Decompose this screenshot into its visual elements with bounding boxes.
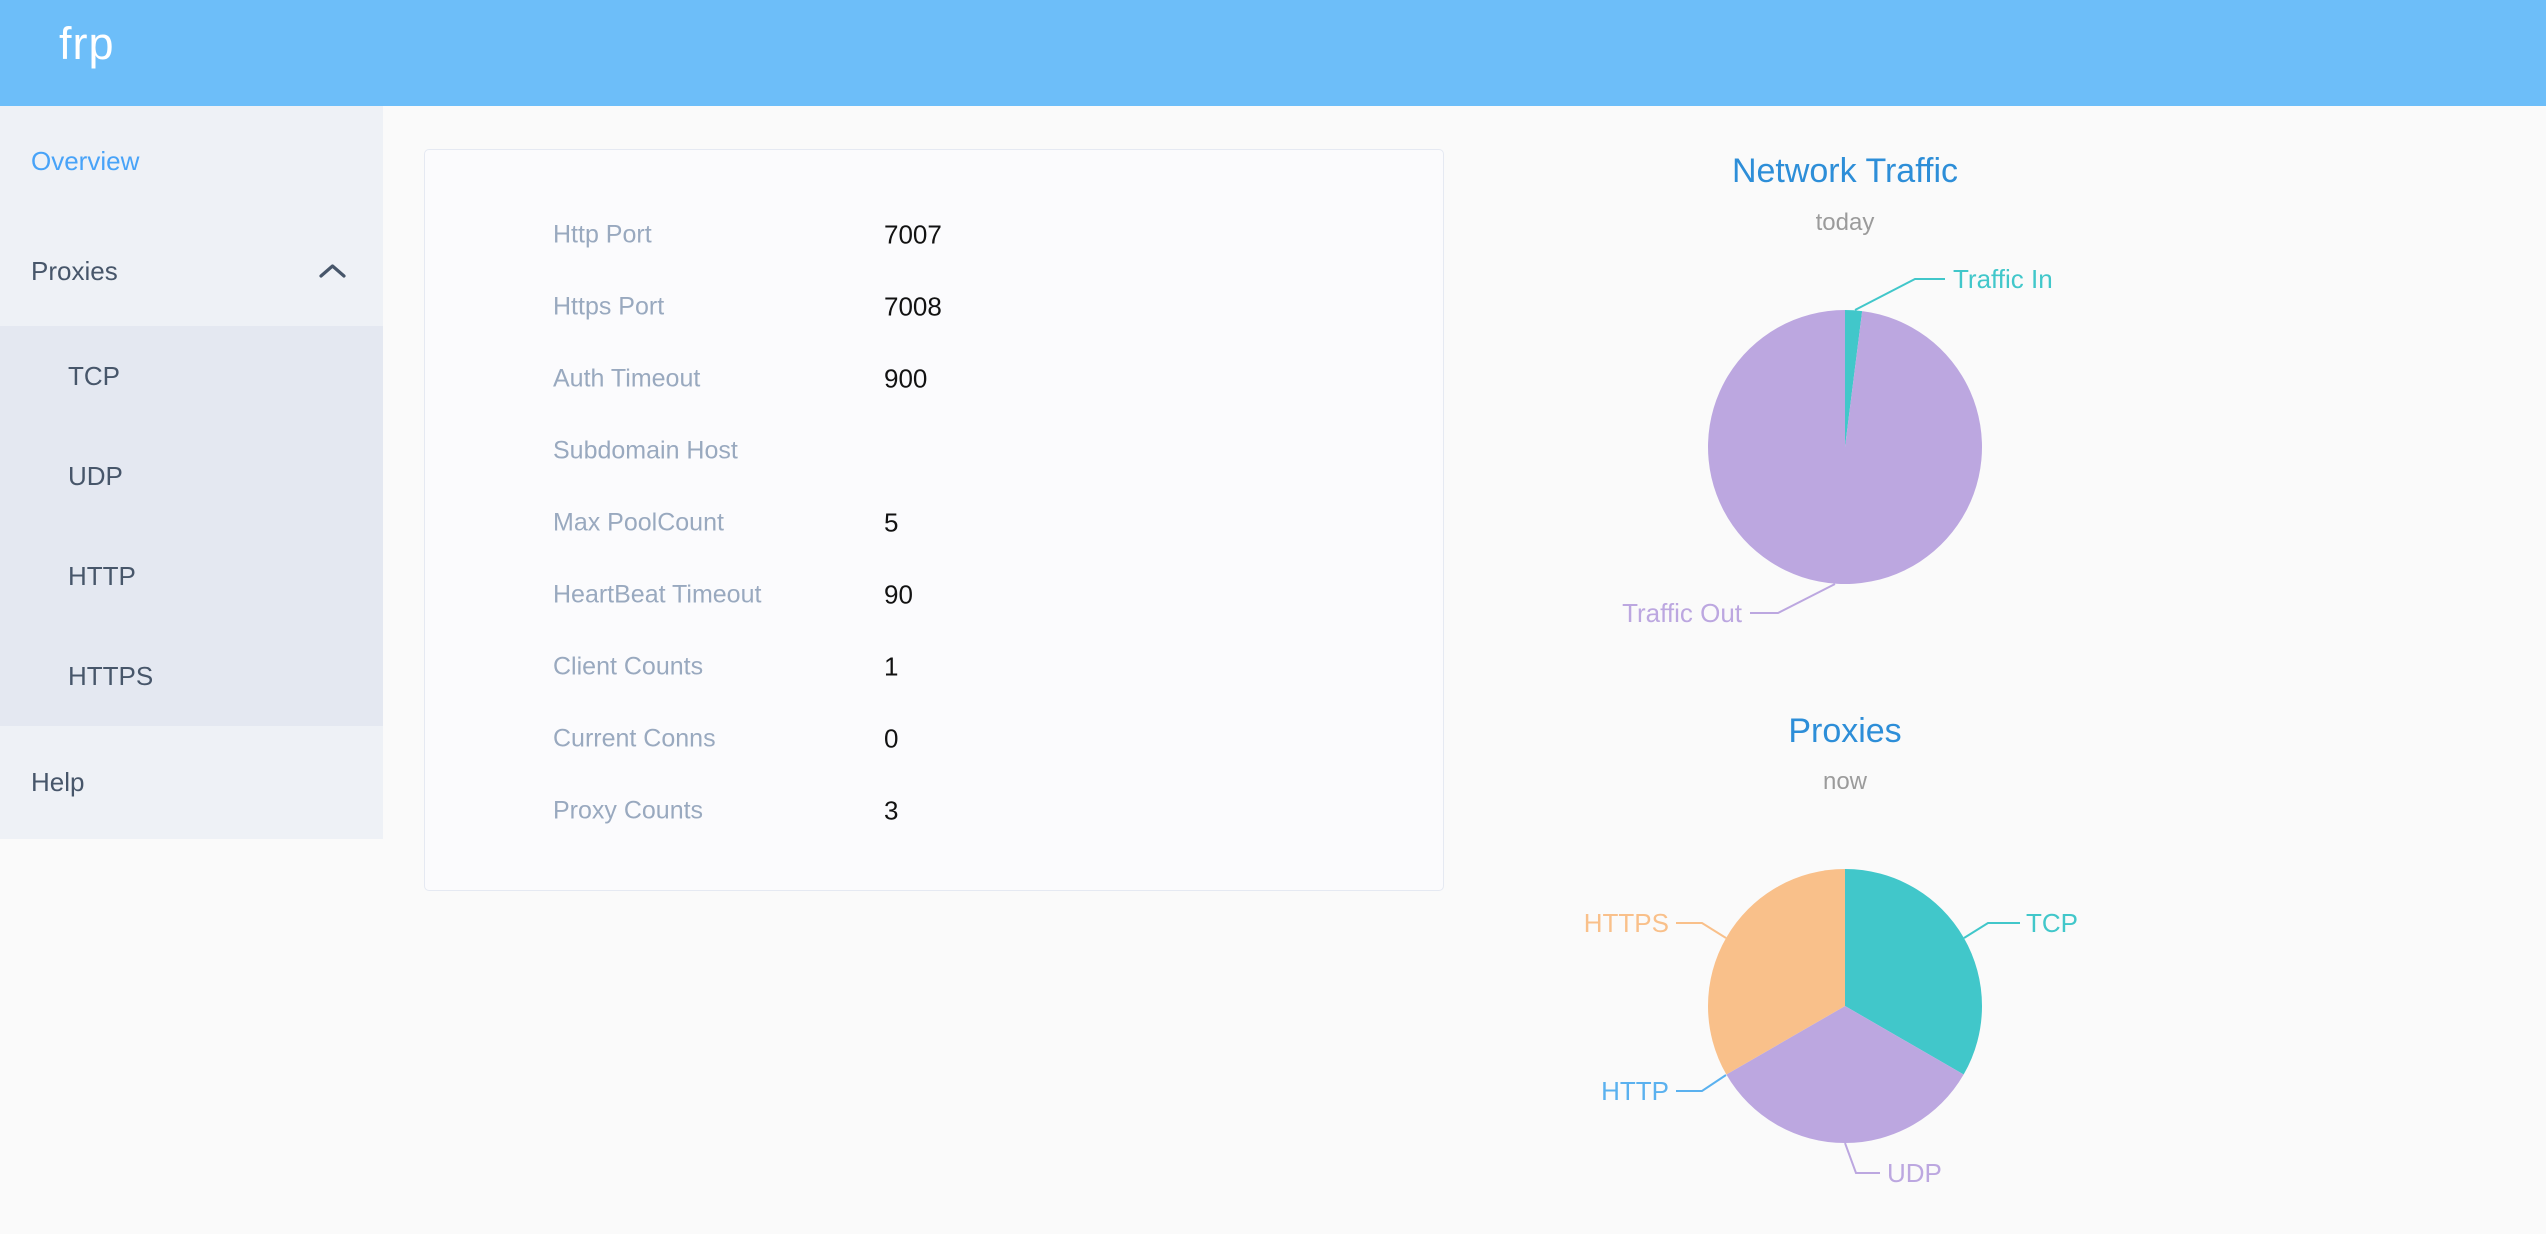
- app-logo: frp: [59, 18, 115, 69]
- top-navbar: frp: [0, 0, 2546, 106]
- proxies-subtitle: now: [1822, 768, 1868, 795]
- row-label: Proxy Counts: [553, 796, 704, 825]
- sidebar-item-label: HTTP: [68, 560, 136, 591]
- row-value: 3: [884, 795, 899, 826]
- proxies-submenu: TCP UDP HTTP HTTPS: [0, 326, 383, 726]
- row-label: Max PoolCount: [553, 508, 724, 537]
- table-row: Proxy Counts 3: [425, 775, 1443, 847]
- pie-slice-traffic-out[interactable]: [1708, 310, 1983, 584]
- row-label: Subdomain Host: [553, 436, 738, 465]
- network-traffic-title: Network Traffic: [1731, 152, 1959, 190]
- server-info-rows: Http Port 7007 Https Port 7008 Auth Time…: [425, 199, 1443, 847]
- udp-label-line: [1844, 1142, 1880, 1174]
- sidebar-item-tcp[interactable]: TCP: [0, 326, 383, 426]
- sidebar: Overview Proxies TCP UDP HTTP HTTPS Help: [0, 106, 383, 839]
- https-label-line: [1676, 922, 1727, 939]
- pie-slice-udp[interactable]: [1726, 1006, 1964, 1144]
- table-row: Auth Timeout 900: [425, 343, 1443, 415]
- row-value: 7007: [884, 219, 942, 250]
- table-row: Subdomain Host: [425, 415, 1443, 487]
- sidebar-item-label: TCP: [68, 360, 120, 391]
- row-value: 1: [884, 651, 899, 682]
- table-row: Max PoolCount 5: [425, 487, 1443, 559]
- row-label: Https Port: [553, 292, 665, 321]
- sidebar-item-label: Proxies: [31, 255, 118, 286]
- chevron-up-icon: [319, 264, 346, 278]
- network-traffic-pie: Traffic In Traffic Out: [1622, 264, 2053, 628]
- sidebar-item-label: Help: [31, 767, 85, 797]
- row-value: 7008: [884, 291, 942, 322]
- sidebar-item-label: Overview: [31, 145, 140, 176]
- pie-slices: [1708, 310, 1983, 584]
- proxies-pie: TCP UDP HTTP HTTPS: [1584, 868, 2078, 1188]
- sidebar-item-overview[interactable]: Overview: [0, 106, 383, 216]
- table-row: Https Port 7008: [425, 271, 1443, 343]
- traffic-out-label: Traffic Out: [1622, 598, 1743, 628]
- http-label: HTTP: [1601, 1076, 1669, 1106]
- pie-slice-tcp[interactable]: [1845, 868, 1983, 1075]
- sidebar-item-label: HTTPS: [68, 660, 154, 691]
- udp-label: UDP: [1887, 1158, 1942, 1188]
- row-value: 0: [884, 723, 899, 754]
- server-info-card: Http Port 7007 Https Port 7008 Auth Time…: [424, 149, 1444, 891]
- table-row: Current Conns 0: [425, 703, 1443, 775]
- table-row: Client Counts 1: [425, 631, 1443, 703]
- sidebar-item-proxies[interactable]: Proxies: [0, 216, 383, 326]
- traffic-in-label: Traffic In: [1953, 264, 2053, 294]
- row-label: Auth Timeout: [553, 364, 701, 393]
- sidebar-item-udp[interactable]: UDP: [0, 426, 383, 526]
- row-value: 90: [884, 579, 913, 610]
- tcp-label: TCP: [2026, 908, 2078, 938]
- sidebar-item-https[interactable]: HTTPS: [0, 626, 383, 726]
- http-label-line: [1676, 1074, 1727, 1092]
- sidebar-item-help[interactable]: Help: [0, 726, 383, 839]
- table-row: HeartBeat Timeout 90: [425, 559, 1443, 631]
- sidebar-item-http[interactable]: HTTP: [0, 526, 383, 626]
- table-row: Http Port 7007: [425, 199, 1443, 271]
- pie-slice-https[interactable]: [1707, 868, 1845, 1075]
- row-label: Client Counts: [553, 652, 704, 681]
- sidebar-item-label: UDP: [68, 460, 123, 491]
- tcp-label-line: [1963, 922, 2020, 939]
- row-label: Current Conns: [553, 724, 716, 753]
- proxies-title: Proxies: [1788, 712, 1902, 750]
- https-label: HTTPS: [1584, 908, 1669, 938]
- row-value: 5: [884, 507, 899, 538]
- row-label: HeartBeat Timeout: [553, 580, 762, 609]
- row-label: Http Port: [553, 220, 652, 249]
- traffic-in-label-line: [1854, 278, 1945, 311]
- network-traffic-subtitle: today: [1815, 209, 1875, 236]
- row-value: 900: [884, 363, 928, 394]
- traffic-out-label-line: [1750, 583, 1836, 614]
- pie-slices: [1707, 868, 1983, 1144]
- pie-slice-traffic-in[interactable]: [1845, 310, 1863, 447]
